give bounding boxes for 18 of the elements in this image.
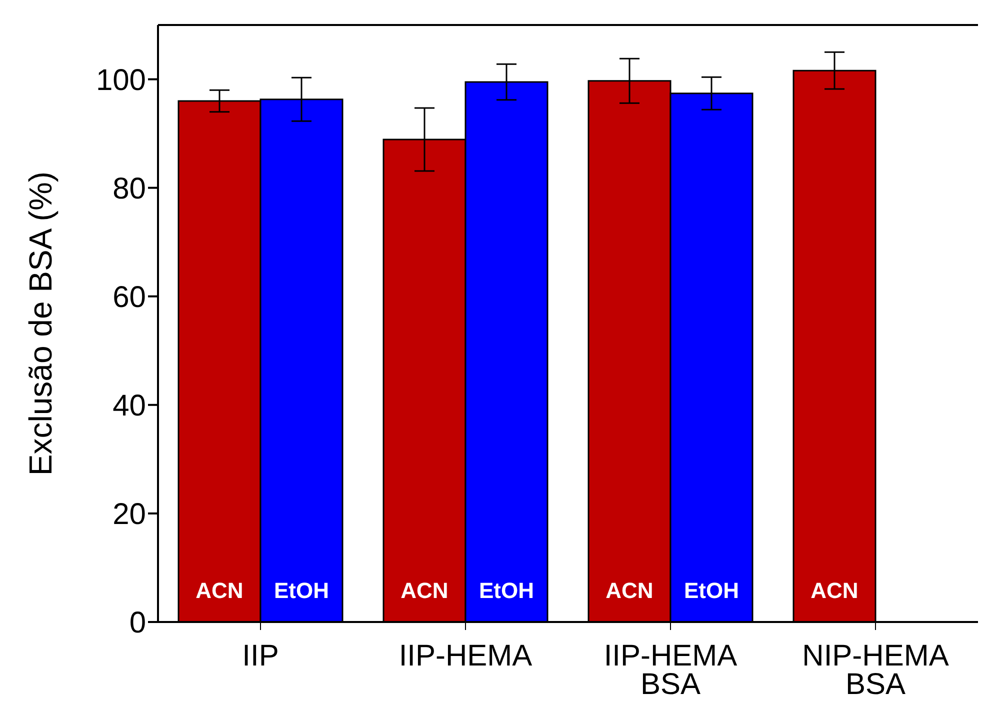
y-tick-label: 100 <box>96 64 146 97</box>
x-tick-label: NIP-HEMA BSA <box>802 640 949 701</box>
x-tick-label: IIP-HEMA BSA <box>604 640 738 701</box>
y-tick-label: 40 <box>112 390 146 423</box>
text: ACN <box>810 578 858 603</box>
series-label: EtOH <box>274 578 329 603</box>
text: EtOH <box>684 578 739 603</box>
x-tick-label: IIP <box>242 640 279 672</box>
y-tick-label: 80 <box>112 172 146 206</box>
y-tick-label: 0 <box>129 606 146 640</box>
text: EtOH <box>479 578 534 603</box>
y-axis-title: Exclusão de BSA (%) <box>22 171 58 476</box>
series-label: ACN <box>606 578 654 603</box>
y-tick-label: 20 <box>112 498 146 532</box>
x-tick-label: IIP-HEMA <box>398 640 532 672</box>
y-tick-label: 60 <box>112 281 146 314</box>
text: ACN <box>400 578 448 603</box>
text: ACN <box>196 578 244 603</box>
